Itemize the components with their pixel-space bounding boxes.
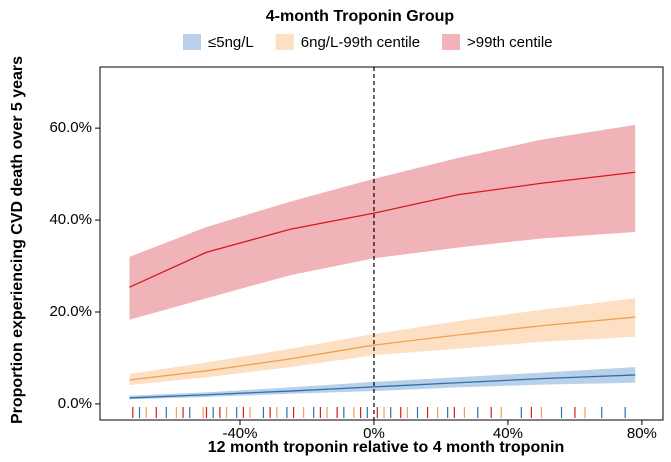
line [129,171,636,288]
x-tick-label: -40% [222,425,257,442]
y-tick-label: 60.0% [49,119,92,136]
line [129,316,636,381]
y-tick-label: 40.0% [49,211,92,228]
line [129,374,636,399]
y-tick-label: 20.0% [49,303,92,320]
legend-swatch [275,34,294,50]
legend-label: ≤5ng/L [208,34,254,51]
legend-swatch [183,34,201,50]
confidence-band [129,367,636,400]
legend-title: 4-month Troponin Group [266,8,455,25]
x-tick-label: 0% [363,425,385,442]
confidence-band [129,124,636,320]
legend-label: 6ng/L-99th centile [301,34,420,51]
plot-frame [99,66,664,421]
y-tick-label: 0.0% [58,395,92,412]
legend-label: >99th centile [467,34,552,51]
x-tick-label: 40% [493,425,523,442]
legend-swatch [442,34,461,50]
x-tick-label: 80% [627,425,657,442]
x-axis-title: 12 month troponin relative to 4 month tr… [208,439,564,456]
y-axis-title: Proportion experiencing CVD death over 5… [9,56,26,424]
